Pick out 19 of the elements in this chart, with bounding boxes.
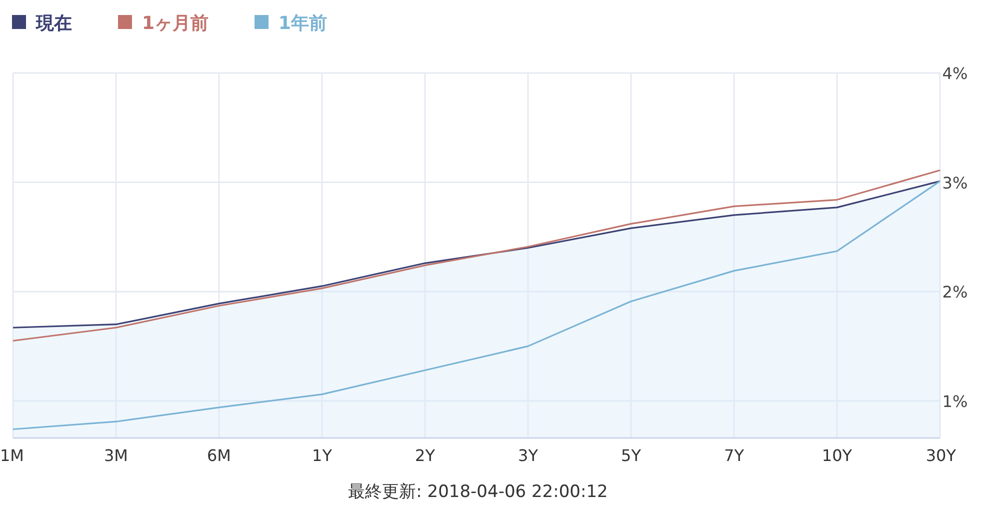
x-tick-label: 1M xyxy=(0,446,24,465)
x-tick-label: 30Y xyxy=(926,446,956,465)
line-series xyxy=(12,169,941,342)
y-tick-label: 1% xyxy=(942,392,968,411)
x-tick-label: 3Y xyxy=(518,446,538,465)
x-tick-label: 6M xyxy=(207,446,231,465)
y-tick-label: 2% xyxy=(942,282,968,302)
x-tick-label: 5Y xyxy=(621,446,642,465)
x-tick-label: 7Y xyxy=(724,446,744,465)
text: 最終更新: 2018-04-06 22:00:12 xyxy=(348,482,608,502)
x-tick-label: 2Y xyxy=(415,446,436,465)
x-tick-label: 3M xyxy=(104,446,128,465)
y-tick-label: 3% xyxy=(942,173,968,192)
legend-label: 1ヶ月前 xyxy=(142,13,209,34)
x-tick-label: 1Y xyxy=(312,446,332,465)
x-tick-label: 10Y xyxy=(822,446,852,465)
legend-label: 現在 xyxy=(35,13,72,34)
legend-label: 1年前 xyxy=(278,13,328,34)
y-tick-label: 4% xyxy=(942,64,968,83)
